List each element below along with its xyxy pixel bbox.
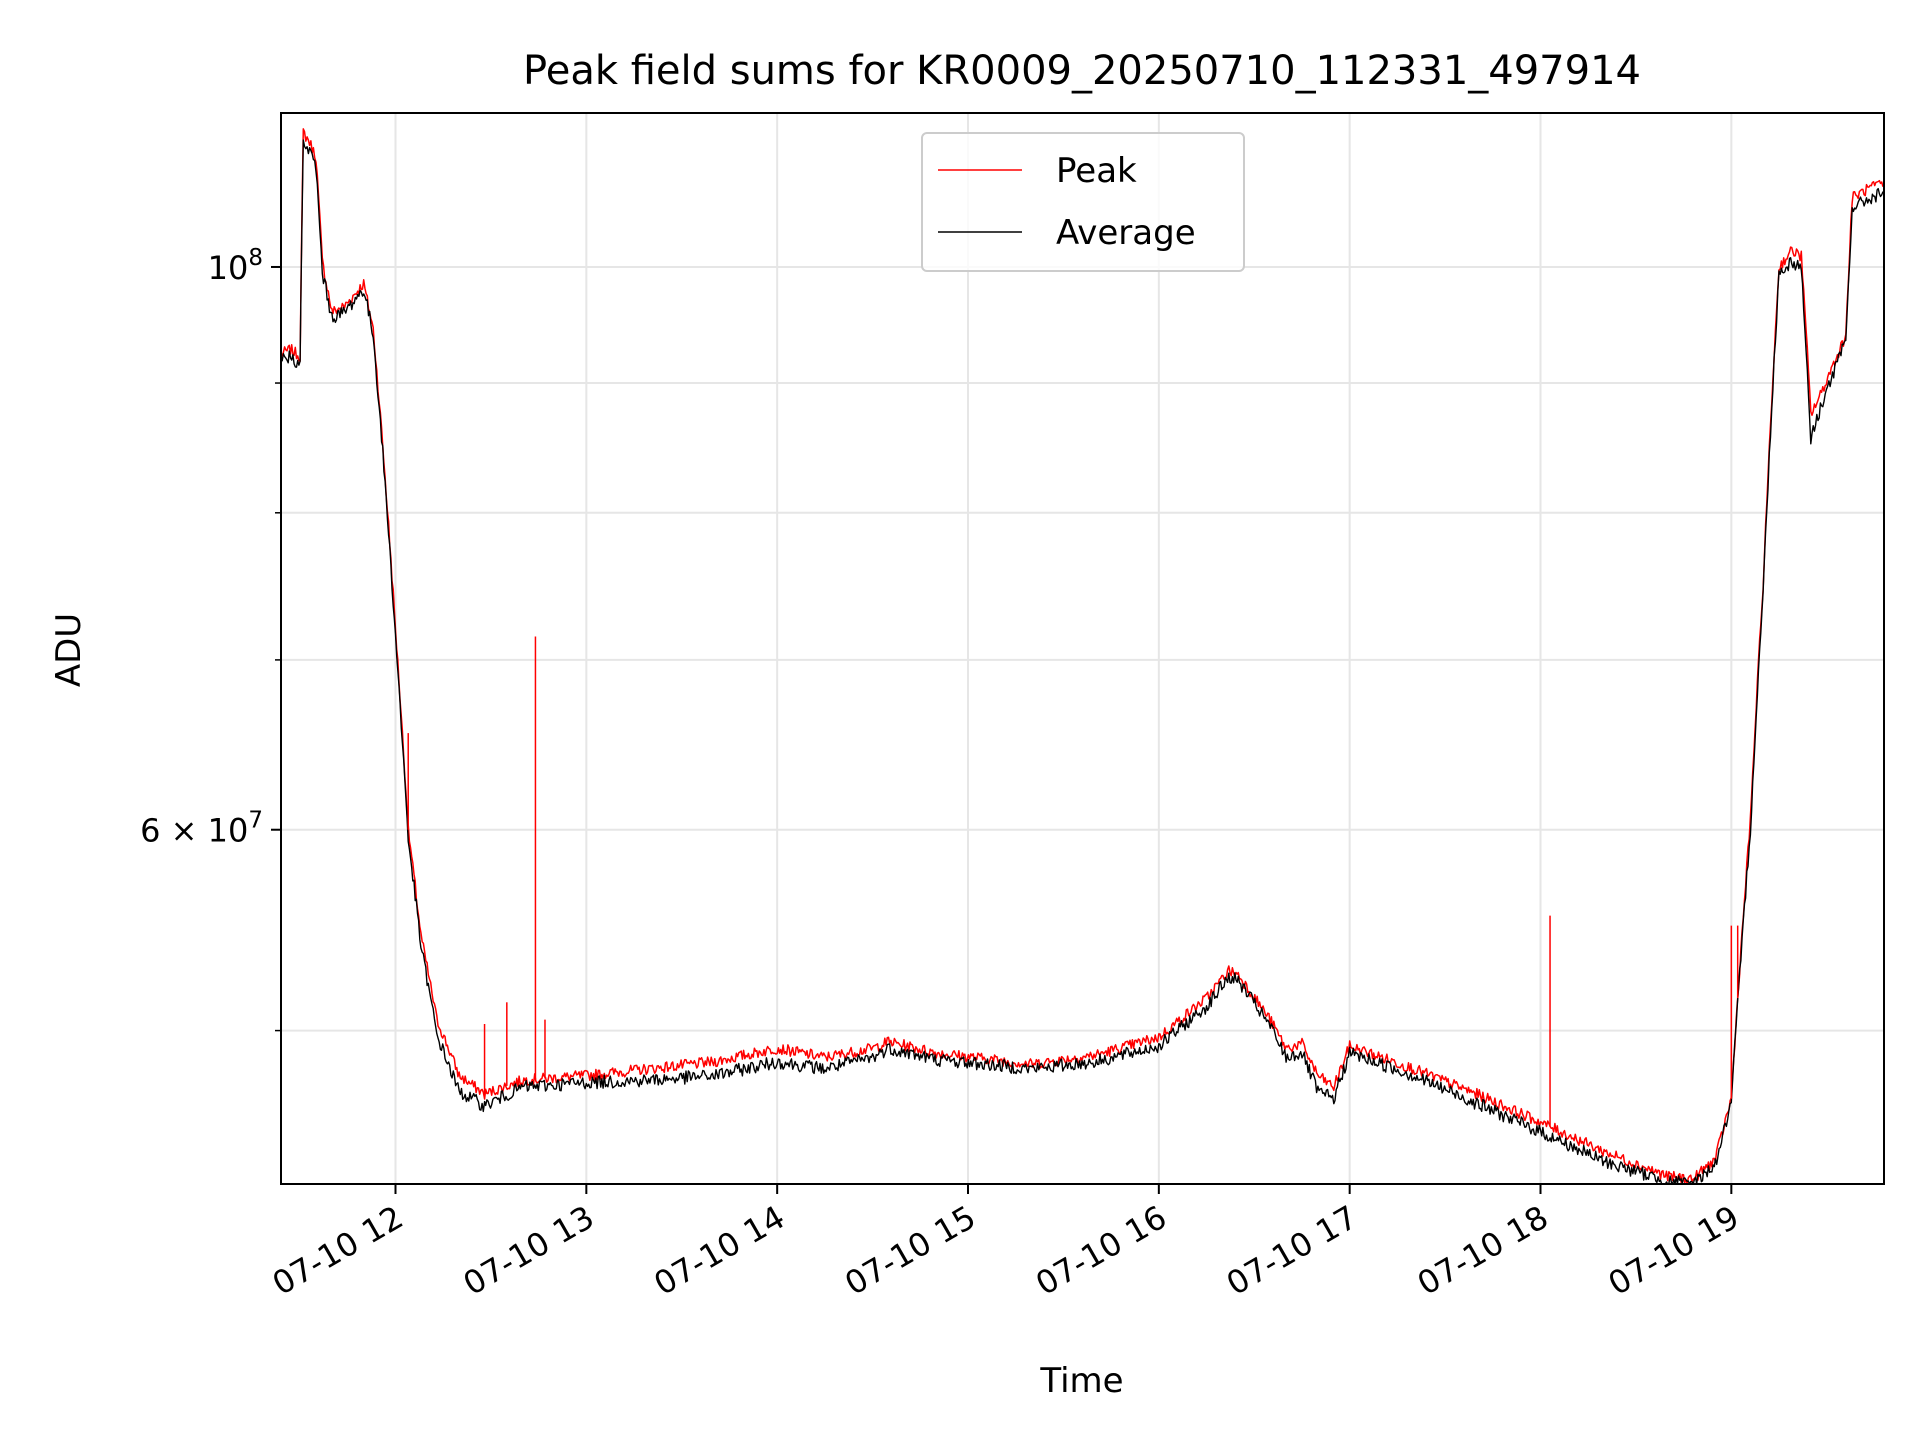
plot-area-frame	[280, 112, 1885, 1185]
y-tick-label: 6 × 107	[140, 808, 263, 850]
chart-title: Peak field sums for KR0009_20250710_1123…	[523, 48, 1641, 94]
y-axis-label: ADU	[49, 613, 89, 687]
y-axis-ticks: 6 × 107 108	[140, 245, 281, 1032]
series-line-peak	[280, 128, 1885, 1185]
legend-average-label: Average	[1056, 213, 1196, 253]
legend-peak-label: Peak	[1056, 151, 1137, 191]
legend: Peak Average	[921, 132, 1245, 272]
y-tick-label: 108	[208, 245, 263, 287]
x-axis-label: Time	[1039, 1361, 1123, 1401]
legend-box	[921, 132, 1245, 272]
series-lines	[280, 128, 1885, 1185]
series-line-average	[280, 139, 1885, 1185]
